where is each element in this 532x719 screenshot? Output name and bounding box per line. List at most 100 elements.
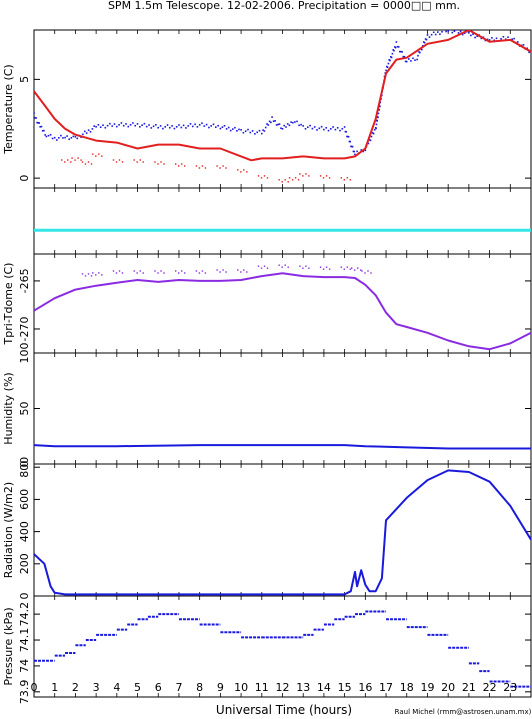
series-point <box>240 129 242 131</box>
series-point <box>64 136 66 139</box>
series-point <box>343 126 346 128</box>
series-point <box>120 122 123 124</box>
series-point <box>419 51 421 54</box>
series-point <box>325 127 327 129</box>
series-point <box>421 48 423 51</box>
series-point <box>81 161 84 163</box>
series-point <box>437 31 439 33</box>
series-point <box>84 163 87 165</box>
series-point <box>163 163 165 165</box>
series-point <box>70 161 72 163</box>
series-point <box>232 128 234 130</box>
series-point <box>142 161 144 163</box>
series-point <box>216 165 218 167</box>
y-tick-label: -265 <box>18 268 31 293</box>
series-point <box>297 179 300 181</box>
series-point <box>426 34 429 36</box>
series-point <box>266 177 269 179</box>
series-point <box>122 124 125 127</box>
series-point <box>116 125 118 128</box>
series-point <box>181 270 183 272</box>
series-point <box>77 157 79 159</box>
series-point <box>64 161 66 163</box>
series-point <box>36 121 38 124</box>
series-point <box>461 33 464 36</box>
series-point <box>44 134 46 136</box>
x-tick-label: 8 <box>196 681 203 694</box>
series-point <box>470 34 472 37</box>
series-point <box>60 134 62 137</box>
y-axis-label: Humidity (%) <box>2 372 15 444</box>
series-point <box>347 136 350 138</box>
series-point <box>354 153 356 156</box>
series-point <box>205 123 208 126</box>
series-point <box>327 129 330 132</box>
y-axis-label: Radiation (W/m2) <box>2 482 15 578</box>
series-point <box>195 270 198 272</box>
series-point <box>379 105 381 108</box>
y-tick-label: 0 <box>18 175 31 182</box>
x-tick-label: 0 <box>31 681 38 694</box>
series-point <box>166 124 169 126</box>
series-point <box>493 39 495 42</box>
series-point <box>240 171 242 173</box>
series-point <box>305 265 307 267</box>
series-point <box>322 268 325 270</box>
series-point <box>528 51 530 54</box>
series-point <box>389 59 391 62</box>
series-point <box>274 120 276 122</box>
series-point <box>369 139 372 142</box>
series-point <box>81 273 84 275</box>
series-point <box>258 129 261 132</box>
series-point <box>71 157 73 159</box>
chart-title: SPM 1.5m Telescope. 12-02-2006. Precipit… <box>108 0 460 12</box>
x-axis-ticks: 0 1 2 3 4 5 6 7 8 9 10 11 12 13 14 15 16 17 18 19 20 21 22 23 <box>31 681 518 694</box>
series-point <box>395 41 398 43</box>
series-point <box>367 270 369 272</box>
series-point <box>187 125 189 127</box>
series-point <box>517 41 519 43</box>
series-point <box>95 155 97 157</box>
series-point <box>486 38 489 41</box>
series-point <box>195 165 198 167</box>
series-point <box>247 128 249 131</box>
series-point <box>236 130 238 132</box>
series-point <box>204 167 207 169</box>
series-point <box>294 177 297 179</box>
series-point <box>34 117 36 119</box>
series-point <box>405 60 408 63</box>
series-point <box>340 266 342 268</box>
series-point <box>180 126 183 129</box>
series-point <box>210 125 212 127</box>
y-tick-label: 600 <box>18 489 31 510</box>
series-point <box>34 112 35 114</box>
series-point <box>275 124 278 126</box>
series-point <box>271 116 273 118</box>
series-point <box>336 127 339 129</box>
series-point <box>445 30 447 33</box>
series-point <box>376 120 378 122</box>
series-point <box>203 125 206 127</box>
y-axis-label: Temperature (C) <box>2 64 15 154</box>
series-point <box>112 270 115 272</box>
series-point <box>192 125 194 128</box>
series-point <box>150 127 153 129</box>
series-point <box>287 181 289 183</box>
series-point <box>260 177 263 179</box>
series-point <box>111 125 113 127</box>
series-point <box>304 128 307 130</box>
series-point <box>102 124 104 126</box>
x-tick-label: 10 <box>234 681 248 694</box>
series-point <box>132 122 134 124</box>
series-point <box>223 125 226 127</box>
x-tick-label: 2 <box>72 681 79 694</box>
series-point <box>418 51 420 53</box>
series-point <box>451 31 454 34</box>
series-line-0 <box>34 272 531 351</box>
series-point <box>178 124 180 126</box>
series-point <box>403 56 406 58</box>
series-point <box>323 128 325 131</box>
series-point <box>68 138 70 140</box>
series-point <box>370 272 372 274</box>
